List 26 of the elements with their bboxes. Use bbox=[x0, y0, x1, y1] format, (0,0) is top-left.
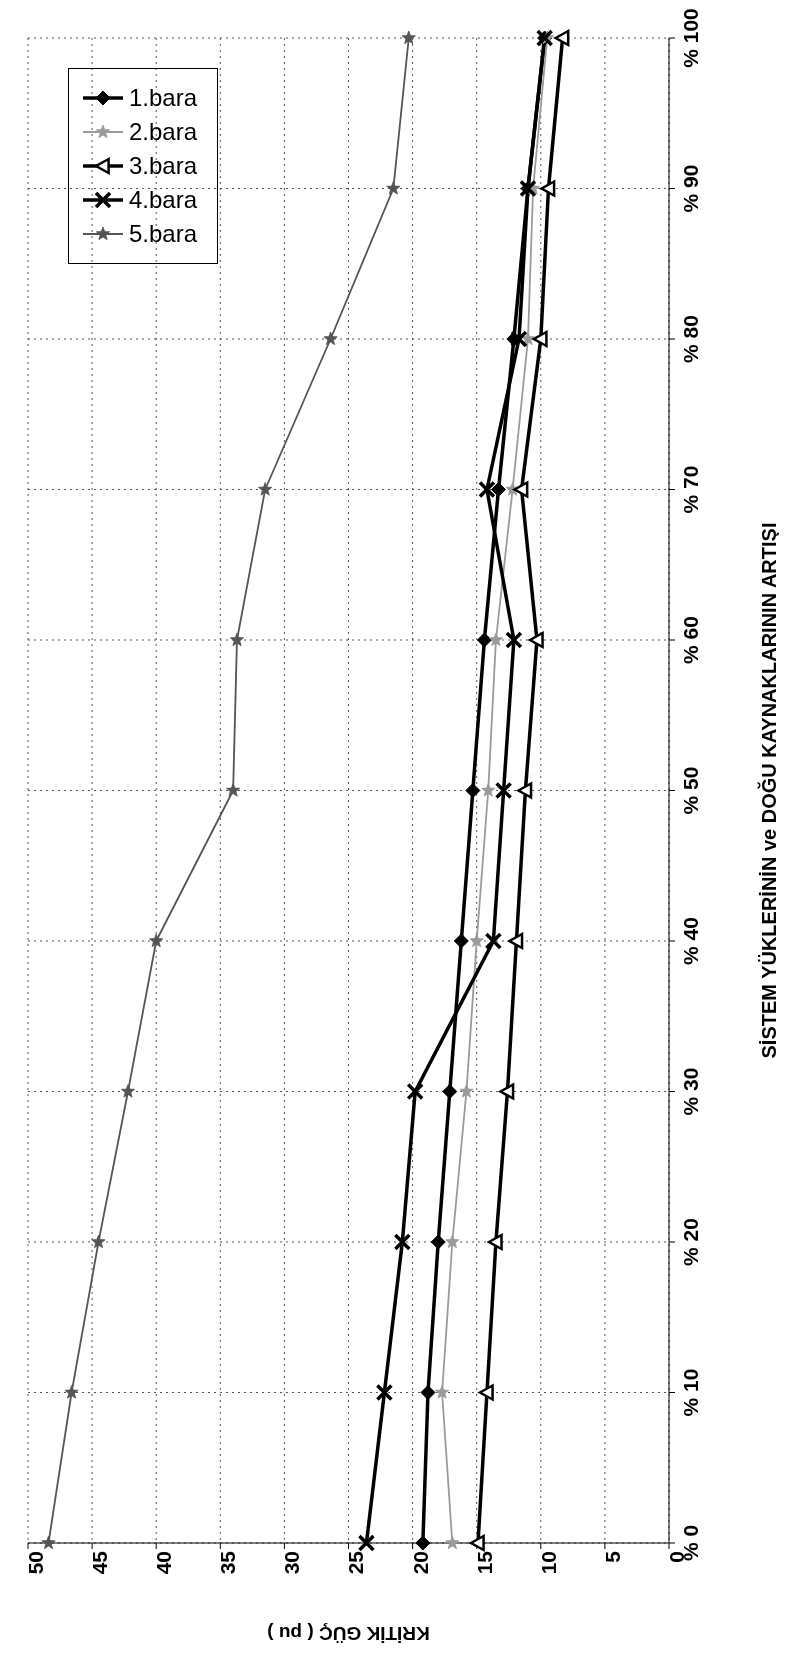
x-tick-label: 35 bbox=[216, 1550, 240, 1575]
x-tick-label: 25 bbox=[344, 1550, 368, 1575]
legend-label: 4.bara bbox=[129, 185, 198, 215]
y-tick-label: % 20 bbox=[679, 1218, 703, 1266]
y-tick-label: % 100 bbox=[679, 8, 703, 68]
x-tick-label: 50 bbox=[23, 1551, 47, 1575]
x-axis-title: KRİTİK GÜÇ ( pu ) bbox=[267, 1622, 430, 1644]
x-tick-label: 10 bbox=[536, 1551, 560, 1575]
x-tick-label: 45 bbox=[88, 1550, 112, 1575]
y-tick-label: % 60 bbox=[679, 616, 703, 664]
legend-label: 2.bara bbox=[129, 117, 198, 147]
legend-label: 5.bara bbox=[129, 219, 198, 249]
x-tick-label: 30 bbox=[280, 1551, 304, 1575]
x-tick-label: 40 bbox=[152, 1551, 176, 1575]
legend-label: 3.bara bbox=[129, 151, 198, 181]
x-tick-label: 5 bbox=[600, 1550, 624, 1563]
y-tick-label: % 30 bbox=[679, 1067, 703, 1116]
y-tick-label: % 10 bbox=[679, 1368, 703, 1417]
x-tick-label: 15 bbox=[472, 1550, 496, 1575]
y-tick-label: % 80 bbox=[679, 315, 703, 363]
y-tick-label: % 90 bbox=[679, 164, 703, 213]
x-tick-label: 20 bbox=[408, 1551, 432, 1575]
y-tick-label: % 70 bbox=[679, 465, 703, 514]
y-tick-label: % 40 bbox=[679, 917, 703, 965]
legend-label: 1.bara bbox=[129, 83, 198, 113]
y-tick-label: % 50 bbox=[679, 766, 703, 815]
